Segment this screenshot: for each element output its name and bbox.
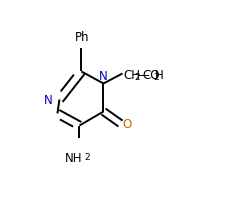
Text: Ph: Ph <box>75 31 90 44</box>
Text: —: — <box>137 69 149 82</box>
Text: NH: NH <box>65 152 82 164</box>
Text: 2: 2 <box>134 73 140 82</box>
Text: CO: CO <box>142 69 160 82</box>
Text: O: O <box>122 117 131 130</box>
Text: CH: CH <box>124 69 140 82</box>
Text: N: N <box>44 94 53 106</box>
Text: N: N <box>99 70 108 83</box>
Text: 2: 2 <box>153 73 159 82</box>
Text: H: H <box>155 69 164 82</box>
Text: 2: 2 <box>85 152 90 161</box>
